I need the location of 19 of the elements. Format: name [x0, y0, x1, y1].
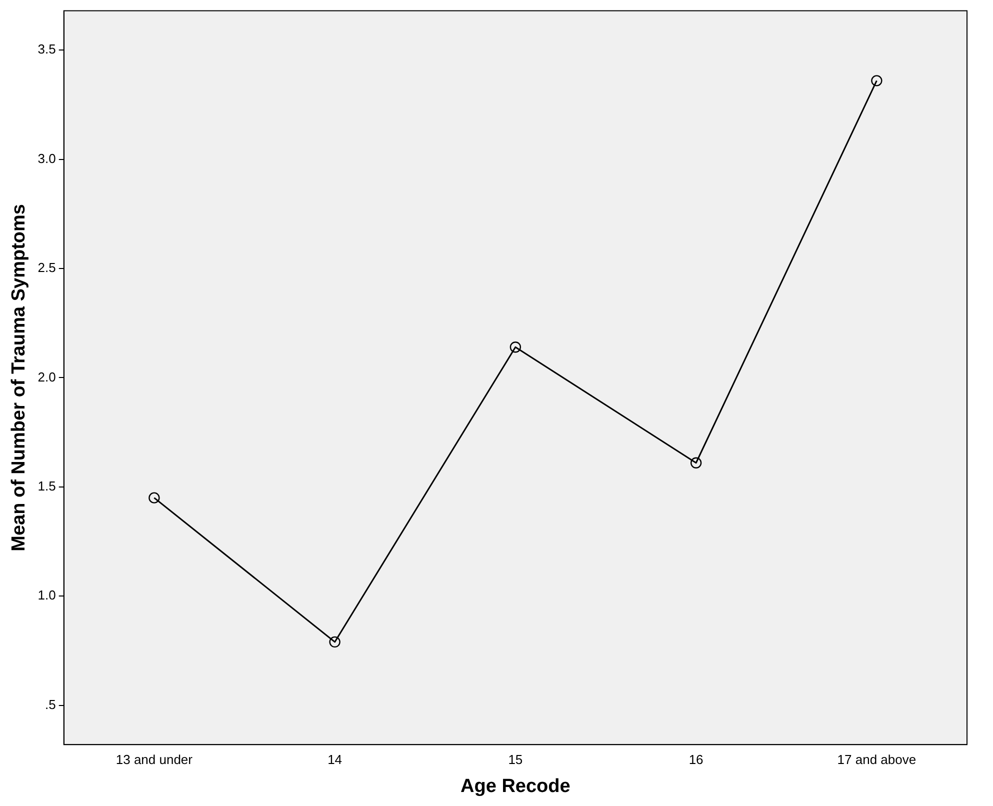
x-tick-label: 15: [508, 752, 523, 767]
y-tick-label: 3.0: [38, 150, 56, 166]
x-tick-label: 17 and above: [837, 752, 916, 767]
x-tick-label: 13 and under: [116, 752, 194, 767]
y-tick-label: 2.0: [38, 369, 56, 384]
y-tick-label: 2.5: [38, 260, 56, 276]
point: [329, 636, 340, 648]
x-tick-label: 14: [328, 752, 342, 767]
point: [148, 492, 160, 504]
point: [510, 342, 522, 353]
x-tick-label: 16: [688, 752, 704, 767]
point: [690, 457, 702, 468]
y-tick-label: 3.5: [38, 42, 56, 57]
y-tick-label: .5: [45, 696, 56, 712]
y-axis-title: Mean of Number of Trauma Symptoms: [8, 204, 30, 552]
x-axis-title: Age Recode: [460, 776, 570, 797]
y-tick-label: 1.5: [38, 478, 56, 494]
y-tick-label: 1.0: [38, 588, 56, 603]
point: [871, 75, 882, 86]
